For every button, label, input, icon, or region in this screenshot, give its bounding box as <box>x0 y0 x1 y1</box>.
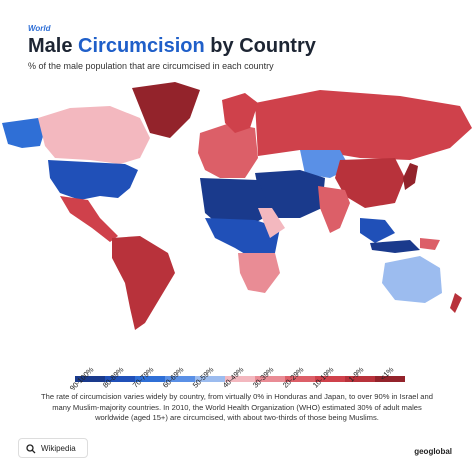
brand: geoglobal <box>414 447 452 456</box>
title-part: Male <box>28 35 79 57</box>
legend: 90-100% 80-89% 70-79% 60-69% 50-59% 40-49% 30-… <box>68 365 405 390</box>
mexico <box>60 196 118 242</box>
canada <box>38 106 150 164</box>
southeast-asia <box>360 218 395 243</box>
europe <box>198 123 258 178</box>
legend-swatch <box>165 376 195 382</box>
legend-swatch <box>255 376 285 382</box>
title-highlight: Circumcision <box>78 35 205 57</box>
papua <box>420 238 440 250</box>
legend-swatch <box>135 376 165 382</box>
title: Male Circumcision by Country <box>28 35 316 58</box>
india <box>318 186 350 233</box>
legend-swatch <box>75 376 105 382</box>
china <box>335 158 405 208</box>
legend-swatch <box>375 376 405 382</box>
central-africa <box>205 218 280 260</box>
usa <box>48 160 138 200</box>
legend-swatch <box>285 376 315 382</box>
australia <box>382 256 442 303</box>
legend-swatch <box>195 376 225 382</box>
legend-swatch <box>345 376 375 382</box>
southern-africa <box>238 253 280 293</box>
middle-east <box>255 170 325 218</box>
description: The rate of circumcision varies widely b… <box>41 392 433 422</box>
north-africa <box>200 178 272 226</box>
subtitle: % of the male population that are circum… <box>28 61 274 71</box>
south-america <box>112 236 175 330</box>
japan <box>403 163 418 190</box>
greenland <box>132 82 200 138</box>
alaska <box>2 118 45 148</box>
source-button[interactable]: Wikipedia <box>18 438 88 458</box>
title-part: by Country <box>204 35 316 57</box>
east-africa <box>258 208 285 238</box>
search-icon <box>26 444 36 454</box>
legend-swatch <box>315 376 345 382</box>
new-zealand <box>450 293 462 313</box>
legend-swatch <box>105 376 135 382</box>
world-map <box>2 82 472 330</box>
legend-swatch <box>225 376 255 382</box>
scandinavia <box>222 93 258 133</box>
indonesia <box>370 240 420 253</box>
source-label: Wikipedia <box>41 444 76 453</box>
russia <box>255 90 472 160</box>
kicker: World <box>28 24 51 33</box>
